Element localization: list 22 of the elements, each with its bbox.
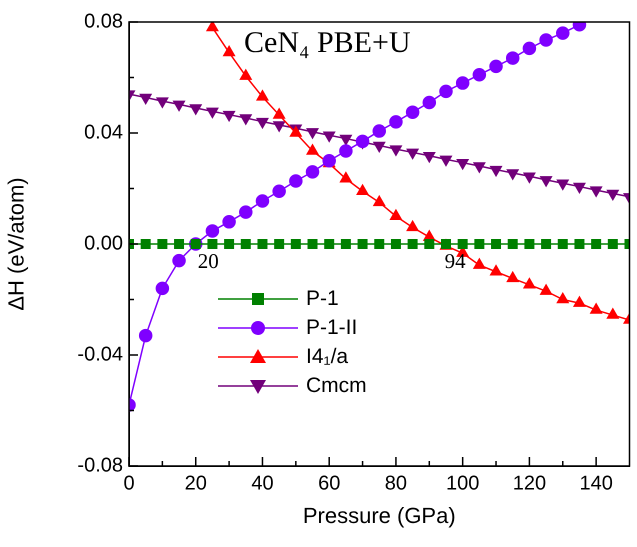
x-tick-label: 0 bbox=[123, 472, 135, 495]
x-tick-label: 120 bbox=[512, 472, 546, 495]
y-tick-label: 0.08 bbox=[84, 10, 123, 33]
x-tick-label: 20 bbox=[184, 472, 207, 495]
y-axis-title: ΔH (eV/atom) bbox=[3, 177, 28, 311]
x-tick-label: 100 bbox=[446, 472, 480, 495]
chart-title: CeN₄ PBE+U bbox=[244, 26, 411, 60]
x-tick-label: 40 bbox=[251, 472, 274, 495]
y-tick-label: -0.08 bbox=[77, 454, 123, 477]
legend-label: P-1 bbox=[306, 286, 339, 310]
legend-label: I4₁/a bbox=[306, 344, 348, 368]
y-tick-label: 0.04 bbox=[84, 122, 123, 144]
x-axis-title: Pressure (GPa) bbox=[302, 502, 456, 528]
x-tick-label: 60 bbox=[318, 472, 340, 495]
y-tick-label: 0.00 bbox=[84, 232, 123, 255]
x-tick-label: 140 bbox=[579, 472, 613, 495]
x-tick-label: 80 bbox=[384, 472, 408, 495]
annotation: 20 bbox=[198, 249, 219, 274]
annotation: 94 bbox=[444, 249, 466, 274]
legend-label: P-1-II bbox=[306, 316, 358, 340]
y-tick-label: -0.04 bbox=[77, 344, 123, 366]
legend-label: Cmcm bbox=[306, 374, 367, 398]
